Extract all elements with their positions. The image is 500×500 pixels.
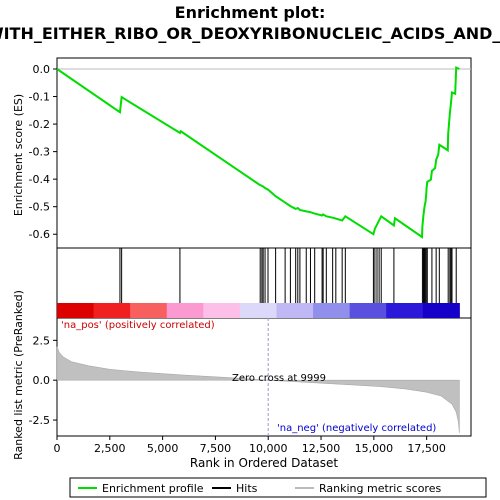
zero-cross-label: Zero cross at 9999 [232, 373, 326, 384]
legend-label-ranking: Ranking metric scores [319, 482, 441, 495]
es-y-tick-label: 0.0 [33, 63, 51, 76]
es-y-tick-label: -0.3 [29, 146, 50, 159]
metric-y-tick-label: -2.5 [29, 414, 50, 427]
ranking-metric-area [56, 318, 460, 436]
x-tick-label: 7,500 [200, 442, 232, 455]
enrichment-profile-line [56, 66, 460, 239]
legend: Enrichment profile Hits Ranking metric s… [69, 477, 487, 498]
x-tick-label: 5,000 [147, 442, 179, 455]
x-tick-label: 12,500 [302, 442, 341, 455]
hit-markers [119, 248, 457, 303]
metric-axis-label: Ranked list metric (PreRanked) [12, 290, 25, 460]
enrichment-profile [56, 66, 471, 239]
pos-correlated-label: 'na_pos' (positively correlated) [61, 320, 215, 331]
ranking-metric-fill [56, 346, 460, 433]
rank-color-segment [276, 303, 314, 318]
x-tick-label: 0 [54, 442, 61, 455]
neg-correlated-label: 'na_neg' (negatively correlated) [277, 423, 436, 434]
x-tick-label: 17,500 [407, 442, 446, 455]
rank-color-segment [349, 303, 387, 318]
x-axis-label: Rank in Ordered Dataset [190, 456, 338, 470]
legend-label-hits: Hits [236, 482, 258, 495]
rank-color-bar [57, 303, 460, 318]
chart-title-line-2: GO_EXONUCLEASE_ACTIVITY_ACTIVE_WITH_EITH… [0, 24, 500, 43]
rank-color-segment [203, 303, 241, 318]
x-tick-label: 2,500 [94, 442, 126, 455]
rank-color-segment [166, 303, 204, 318]
es-axis-label: Enrichment score (ES) [12, 94, 25, 216]
x-tick-label: 10,000 [249, 442, 288, 455]
rank-color-segment [386, 303, 424, 318]
metric-y-tick-label: 0.0 [33, 374, 51, 387]
es-y-tick-label: -0.6 [29, 228, 50, 241]
es-y-tick-label: -0.2 [29, 118, 50, 131]
rank-color-segment [422, 303, 460, 318]
x-tick-label: 15,000 [355, 442, 394, 455]
rank-color-segment [239, 303, 277, 318]
rank-color-segment [93, 303, 131, 318]
legend-label-enrichment: Enrichment profile [102, 482, 204, 495]
rank-color-segment [57, 303, 95, 318]
chart-title-line-1: Enrichment plot: [175, 3, 326, 22]
rank-color-segment [130, 303, 168, 318]
es-y-tick-label: -0.5 [29, 201, 50, 214]
axes: 0.0 -0.1 -0.2 -0.3 -0.4 -0.5 -0.6 2.5 0.0 -2.5 0 2,… [29, 63, 446, 455]
es-y-tick-label: -0.1 [29, 91, 50, 104]
rank-color-segment [313, 303, 351, 318]
es-y-tick-label: -0.4 [29, 173, 50, 186]
metric-y-tick-label: 2.5 [33, 334, 51, 347]
